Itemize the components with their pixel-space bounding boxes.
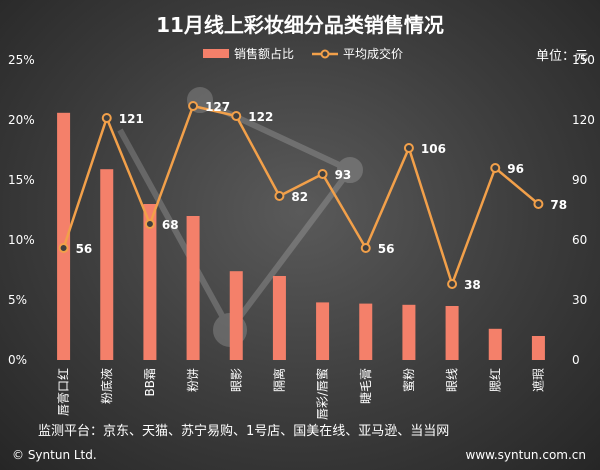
bar — [143, 204, 157, 360]
line-data-label: 68 — [162, 218, 179, 232]
line-marker — [360, 243, 371, 253]
line-data-label: 127 — [205, 100, 230, 114]
line-marker — [144, 219, 155, 229]
line-marker — [447, 279, 458, 289]
left-axis-tick-label: 20% — [8, 113, 35, 127]
right-axis-tick-label: 60 — [572, 233, 587, 247]
bar — [359, 303, 373, 360]
unit-label: 单位：元 — [536, 49, 588, 64]
left-axis-tick-label: 25% — [8, 53, 35, 67]
x-axis-tick-label: 粉底液 — [99, 368, 114, 404]
line-data-label: 121 — [119, 112, 144, 126]
source-note: 监测平台：京东、天猫、苏宁易购、1号店、国美在线、亚马逊、当当网 — [38, 424, 450, 439]
x-axis-tick-label: 睫毛膏 — [358, 368, 373, 404]
bar — [316, 302, 330, 360]
line-marker — [231, 111, 242, 121]
line-data-label: 82 — [291, 190, 308, 204]
right-axis-tick-label: 120 — [572, 113, 595, 127]
line-marker — [58, 243, 69, 253]
left-axis-tick-label: 0% — [8, 353, 27, 367]
right-axis-tick-label: 30 — [572, 293, 587, 307]
bar — [272, 276, 286, 360]
chart-title: 11月线上彩妆细分品类销售情况 — [156, 13, 444, 37]
right-axis-tick-label: 90 — [572, 173, 587, 187]
bar — [100, 169, 114, 360]
bar — [186, 216, 200, 360]
footer-website: www.syntun.com.cn — [465, 448, 587, 462]
line-data-label: 122 — [248, 110, 273, 124]
left-axis-tick-label: 5% — [8, 293, 27, 307]
line-data-label: 106 — [421, 142, 446, 156]
x-axis-tick-label: 腮红 — [487, 368, 502, 392]
x-axis-tick-label: 遮瑕 — [530, 368, 545, 392]
right-axis-tick-label: 0 — [572, 353, 580, 367]
line-data-label: 93 — [335, 168, 352, 182]
x-axis-tick-label: 唇彩/唇蜜 — [315, 368, 330, 420]
legend-line-marker — [320, 49, 330, 59]
right-axis-ticks: 0 30 60 90 120 150 — [572, 53, 595, 367]
x-axis-tick-label: 眼线 — [445, 368, 459, 392]
bar — [57, 112, 71, 360]
right-axis-tick-label: 150 — [572, 53, 595, 67]
line-path — [62, 104, 540, 286]
footer-copyright: © Syntun Ltd. — [12, 448, 97, 462]
line-marker — [403, 143, 414, 153]
line-marker — [490, 163, 501, 173]
line-marker — [274, 191, 285, 201]
x-axis-tick-label: BB霜 — [143, 368, 157, 396]
bar — [229, 271, 243, 360]
bar — [488, 328, 502, 360]
bar-series — [57, 112, 545, 360]
legend-bar-label: 销售额占比 — [234, 46, 294, 61]
line-data-label: 38 — [464, 278, 481, 292]
x-axis-labels: 唇膏口红 粉底液 BB霜 粉饼 眼影 隔离 唇彩/唇蜜 睫毛膏 蜜粉 眼线 腮红 遮瑕 — [56, 368, 546, 420]
bar — [531, 336, 545, 360]
left-axis-ticks: 0% 5% 10% 15% 20% 25% — [8, 53, 35, 367]
x-axis-tick-label: 蜜粉 — [401, 368, 416, 392]
bar — [445, 306, 459, 360]
x-axis-tick-label: 粉饼 — [186, 368, 200, 392]
left-axis-tick-label: 15% — [8, 173, 35, 187]
line-marker — [533, 199, 544, 209]
x-axis-tick-label: 眼影 — [229, 368, 243, 392]
line-data-label: 96 — [507, 162, 524, 176]
line-marker — [317, 169, 328, 179]
line-marker — [188, 101, 199, 111]
legend-bar-swatch — [203, 49, 229, 58]
legend: 销售额占比 平均成交价 — [203, 46, 403, 61]
line-data-label: 78 — [550, 198, 567, 212]
legend-line-label: 平均成交价 — [343, 46, 403, 61]
x-axis-tick-label: 唇膏口红 — [56, 368, 71, 416]
line-marker — [101, 113, 112, 123]
line-data-label: 56 — [76, 242, 93, 256]
left-axis-tick-label: 10% — [8, 233, 35, 247]
line-series: 56 121 68 127 122 82 93 56 106 38 96 78 — [58, 100, 567, 292]
bar — [402, 304, 416, 360]
x-axis-tick-label: 隔离 — [271, 368, 286, 392]
line-data-label: 56 — [378, 242, 395, 256]
